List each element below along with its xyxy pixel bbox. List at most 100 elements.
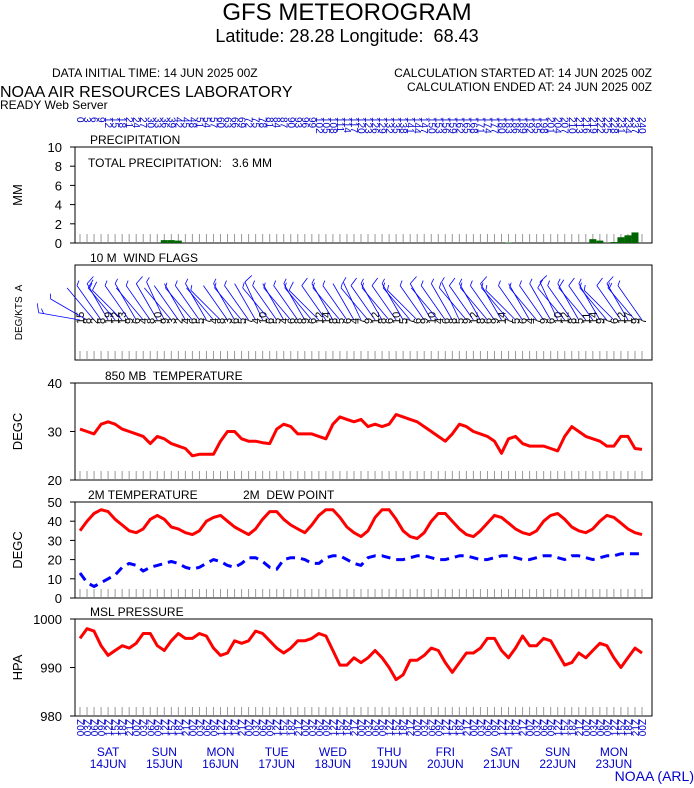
wind-shaft — [382, 287, 411, 321]
wind-feather — [481, 282, 484, 288]
day-date: 20JUN — [427, 757, 464, 771]
day-name: SUN — [545, 745, 570, 759]
wind-feather — [529, 278, 533, 284]
wind-shaft — [459, 283, 481, 321]
time-label: 00Z — [413, 719, 424, 736]
hour-label: 165 — [460, 117, 471, 134]
hour-label: 210 — [566, 117, 577, 134]
hour-label: 174 — [481, 117, 492, 134]
wind-shaft — [410, 287, 439, 321]
time-label: 06Z — [371, 719, 382, 736]
series-line — [78, 627, 643, 682]
wind-speed: 8 — [475, 318, 487, 324]
wind-speed: 8 — [447, 318, 459, 324]
time-label: 18Z — [568, 719, 579, 736]
time-label: 12Z — [217, 719, 228, 736]
y-tick-label: 6 — [55, 178, 62, 193]
wind-shaft — [409, 283, 432, 321]
wind-feather — [381, 278, 385, 284]
wind-feather — [609, 282, 613, 289]
hour-label: 48 — [186, 117, 197, 129]
time-label: 06Z — [202, 719, 213, 736]
wind-feather — [89, 282, 93, 289]
wind-speed: 11 — [581, 313, 593, 324]
wind-feather — [539, 275, 548, 283]
wind-shaft — [508, 283, 530, 321]
time-label: 00Z — [357, 719, 368, 736]
wind-feather — [557, 278, 561, 284]
wind-shaft — [361, 287, 390, 321]
panel-label: 850 MB TEMPERATURE — [105, 369, 243, 383]
time-label: 15Z — [167, 719, 178, 736]
wind-shaft — [114, 283, 137, 321]
precip-bar — [589, 239, 597, 243]
time-label: 09Z — [153, 719, 164, 736]
hour-label: 111 — [334, 117, 345, 133]
wind-speed: 9 — [489, 318, 501, 324]
hour-label: 207 — [559, 117, 570, 134]
wind-speed: 6 — [412, 318, 424, 324]
panel-frame — [74, 264, 653, 361]
hour-label: 18 — [116, 117, 127, 129]
wind-speed: 6 — [307, 318, 319, 324]
hour-label: 144 — [411, 117, 422, 134]
wind-speed: 6 — [342, 318, 354, 324]
time-label: 21Z — [238, 719, 249, 736]
precip-bar — [610, 242, 618, 243]
y-axis-label: HPA — [10, 654, 25, 680]
wind-feather — [509, 282, 512, 288]
y-tick-label: 30 — [48, 425, 62, 440]
time-label: 18Z — [287, 719, 298, 736]
wind-speed: 6 — [265, 318, 277, 324]
wind-shaft — [153, 285, 179, 321]
wind-speed: 9 — [595, 318, 607, 324]
hour-label: 117 — [348, 117, 359, 133]
wind-speed: 6 — [230, 318, 242, 324]
wind-speed: 9 — [419, 318, 431, 324]
time-label: 03Z — [139, 719, 150, 736]
wind-feather — [596, 277, 603, 286]
time-label: 15Z — [617, 719, 628, 736]
wind-shaft — [301, 285, 327, 321]
wind-feather — [470, 280, 473, 286]
wind-speed: 7 — [405, 318, 417, 324]
time-label: 18Z — [343, 719, 354, 736]
wind-feather — [448, 277, 456, 286]
time-label: 00Z — [582, 719, 593, 736]
wind-speed: 5 — [454, 318, 466, 324]
wind-feather — [382, 282, 386, 288]
wind-speed: 10 — [152, 312, 164, 324]
wind-shaft — [498, 285, 523, 321]
time-label: 21Z — [575, 719, 586, 736]
wind-speed: 9 — [159, 318, 171, 324]
time-label: 15Z — [561, 719, 572, 736]
wind-speed: 9 — [630, 318, 642, 324]
wind-shaft — [135, 283, 158, 321]
panel-frame — [74, 382, 653, 481]
y-tick-label: 10 — [48, 140, 62, 155]
wind-feather — [312, 282, 315, 288]
time-label: 06Z — [90, 719, 101, 736]
time-label: 15Z — [280, 719, 291, 736]
wind-speed: 6 — [609, 318, 621, 324]
wind-speed: 13 — [117, 312, 129, 324]
time-label: 09Z — [209, 719, 220, 736]
wind-feather — [36, 303, 40, 313]
day-name: TUE — [265, 745, 289, 759]
time-label: 15Z — [448, 719, 459, 736]
hour-label: 147 — [418, 117, 429, 134]
hour-label: 102 — [313, 117, 324, 134]
wind-feather — [104, 280, 108, 286]
wind-feather — [519, 280, 522, 286]
wind-speed: 10 — [258, 312, 270, 324]
wind-feather — [284, 282, 287, 288]
wind-shaft — [481, 287, 509, 321]
wind-feather — [568, 277, 575, 286]
y-axis-label: DEGC — [10, 413, 25, 451]
wind-feather — [87, 279, 94, 289]
hour-label: 75 — [250, 117, 261, 129]
precip-bar — [160, 240, 168, 243]
wind-shaft — [617, 285, 643, 321]
y-tick-label: 1000 — [33, 612, 62, 627]
hour-label: 105 — [320, 117, 331, 134]
